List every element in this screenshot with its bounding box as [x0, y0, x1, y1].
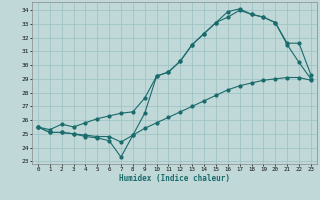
- X-axis label: Humidex (Indice chaleur): Humidex (Indice chaleur): [119, 174, 230, 183]
